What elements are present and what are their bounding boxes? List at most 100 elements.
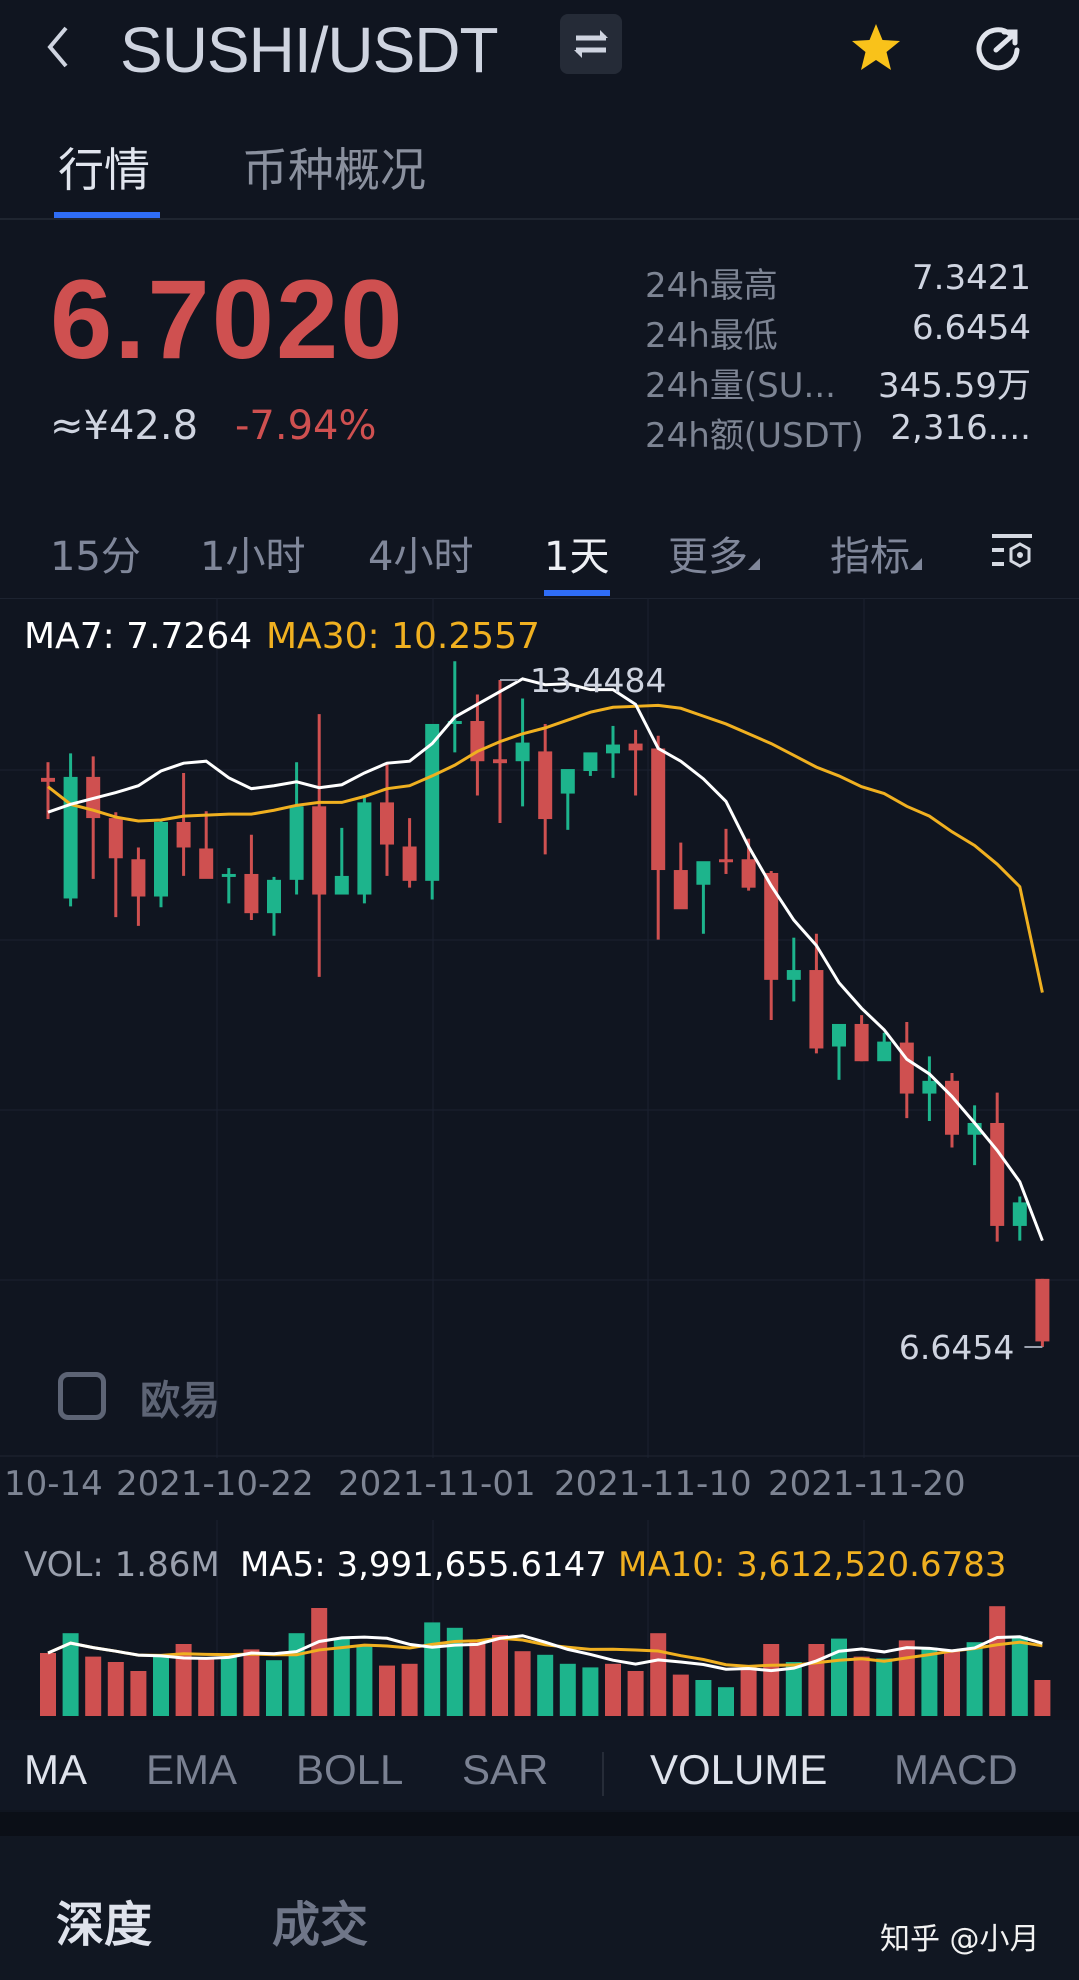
refresh-share-icon <box>976 27 1020 71</box>
star-icon <box>852 24 900 70</box>
volume-bar <box>446 1627 463 1716</box>
volume-bar <box>153 1656 169 1716</box>
interval-more-dropdown[interactable]: 更多 <box>668 524 760 582</box>
candle-body <box>628 743 643 751</box>
candle-body <box>425 723 440 881</box>
volume-bar <box>650 1633 667 1716</box>
chart-settings-button[interactable] <box>988 530 1036 574</box>
candle-body <box>312 806 327 895</box>
candle-body <box>1012 1202 1027 1226</box>
volume-bar <box>876 1658 893 1716</box>
volume-bar <box>85 1656 102 1716</box>
interval-1d[interactable]: 1天 <box>544 534 610 580</box>
volume-bar <box>921 1647 938 1716</box>
candle-body <box>154 822 168 897</box>
volume-bar <box>672 1674 689 1716</box>
candle-body <box>719 859 733 863</box>
candle-body <box>764 872 779 980</box>
stat-label-volume: 24h量(SU... <box>645 366 836 406</box>
indicator-macd[interactable]: MACD <box>894 1746 1018 1793</box>
swap-pair-button[interactable] <box>560 14 622 74</box>
candle-body <box>560 769 575 794</box>
volume-bar <box>898 1640 915 1716</box>
stat-label-turnover: 24h额(USDT) <box>645 416 864 456</box>
volume-bar <box>175 1644 192 1716</box>
candle-body <box>402 846 417 881</box>
stat-value-low: 6.6454 <box>912 308 1031 348</box>
candle-body <box>267 879 281 914</box>
volume-bar <box>288 1633 305 1716</box>
volume-bar <box>1034 1680 1051 1716</box>
stat-label-low: 24h最低 <box>645 316 778 356</box>
candle-body <box>899 1042 914 1094</box>
x-tick: 10-14 <box>4 1464 103 1504</box>
volume-ma5-legend: MA5: 3,991,655.6147 <box>240 1545 607 1585</box>
interval-1h[interactable]: 1小时 <box>200 534 306 580</box>
exchange-watermark: 欧易 <box>140 1378 220 1424</box>
svg-text:13.4484: 13.4484 <box>530 661 666 700</box>
tab-depth[interactable]: 深度 <box>56 1897 153 1953</box>
volume-bar <box>107 1662 124 1716</box>
candlestick-chart[interactable]: 13.4484 6.6454 <box>0 598 1079 1458</box>
candle-body <box>877 1041 892 1062</box>
stat-value-volume: 345.59万 <box>878 366 1031 406</box>
volume-bar <box>1011 1636 1028 1716</box>
ma7-legend: MA7: 7.7264 <box>24 616 253 657</box>
candle-body <box>990 1122 1005 1226</box>
indicator-ma[interactable]: MA <box>24 1746 87 1793</box>
volume-bar <box>627 1671 644 1716</box>
back-button[interactable] <box>40 22 80 72</box>
tab-coin-overview[interactable]: 币种概况 <box>242 143 426 197</box>
chevron-left-icon <box>47 26 68 68</box>
volume-bar <box>989 1606 1006 1716</box>
candle-body <box>786 970 801 980</box>
x-tick: 2021-11-20 <box>768 1464 966 1504</box>
volume-bar <box>311 1608 328 1716</box>
zhihu-watermark: 知乎 @小月 <box>880 1922 1040 1957</box>
tab-trades[interactable]: 成交 <box>272 1897 369 1953</box>
pair-title[interactable]: SUSHI/USDT <box>120 14 499 86</box>
candle-body <box>967 1122 982 1135</box>
interval-15m[interactable]: 15分 <box>50 534 141 580</box>
volume-ma10-legend: MA10: 3,612,520.6783 <box>618 1545 1007 1585</box>
candle-body <box>334 875 349 895</box>
tab-market[interactable]: 行情 <box>58 143 150 197</box>
bottom-panel <box>0 1836 1079 1980</box>
candle-body <box>176 822 191 848</box>
volume-chart[interactable] <box>0 1520 1079 1720</box>
candle-body <box>63 776 78 899</box>
volume-bar <box>559 1663 576 1716</box>
change-percent: -7.94% <box>235 403 377 449</box>
x-tick: 2021-11-01 <box>338 1464 536 1504</box>
volume-bar <box>695 1680 712 1716</box>
indicator-dropdown[interactable]: 指标 <box>830 524 922 582</box>
chart-settings-icon <box>992 534 1032 568</box>
candle-body <box>289 806 304 880</box>
favorite-button[interactable] <box>848 20 904 76</box>
candle-body <box>651 748 666 871</box>
volume-bar <box>966 1642 983 1716</box>
volume-bar <box>198 1658 215 1716</box>
stat-value-turnover: 2,316.... <box>890 408 1031 448</box>
volume-bar <box>469 1642 486 1716</box>
indicator-volume[interactable]: VOLUME <box>650 1746 828 1793</box>
candle-body <box>41 777 55 782</box>
more-label: 更多 <box>668 534 748 580</box>
volume-bar <box>582 1667 599 1716</box>
fullscreen-icon[interactable] <box>58 1372 106 1420</box>
indicator-boll[interactable]: BOLL <box>296 1746 404 1793</box>
volume-bar <box>831 1638 847 1716</box>
ma30-legend: MA30: 10.2557 <box>266 616 540 657</box>
interval-4h[interactable]: 4小时 <box>368 534 474 580</box>
candle-body <box>221 873 236 877</box>
candle-body <box>131 859 146 897</box>
svg-text:6.6454: 6.6454 <box>899 1328 1014 1367</box>
active-interval-indicator <box>544 590 610 596</box>
divider <box>0 598 1079 599</box>
indicator-sar[interactable]: SAR <box>462 1746 549 1793</box>
stat-label-high: 24h最高 <box>645 266 778 306</box>
share-button[interactable] <box>970 20 1026 76</box>
indicator-ema[interactable]: EMA <box>146 1746 238 1793</box>
candle-body <box>515 742 530 762</box>
candle-body <box>922 1080 937 1094</box>
